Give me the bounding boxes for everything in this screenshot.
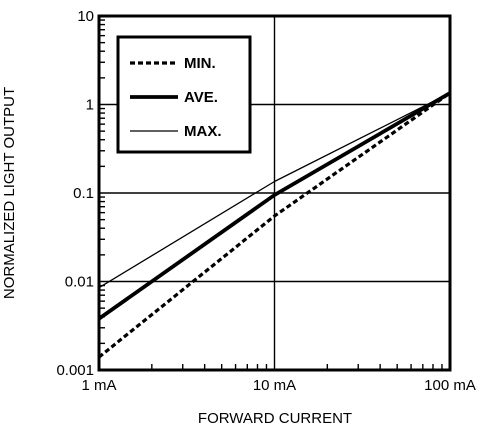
y-tick-label-3: 1 [86, 97, 94, 114]
y-tick-label-1: 0.01 [65, 274, 94, 291]
tick-labels: 1 mA 10 mA 100 mA 0.001 0.01 0.1 1 10 [56, 8, 475, 394]
series-line-max [98, 92, 451, 289]
legend-box [116, 35, 252, 154]
legend: MIN. AVE. MAX. [116, 35, 252, 154]
y-tick-label-2: 0.1 [73, 185, 94, 202]
x-tick-label-2: 100 mA [424, 377, 476, 394]
y-tick-label-4: 10 [77, 8, 94, 25]
plot-frame [97, 14, 452, 372]
legend-label-max: MAX. [184, 123, 222, 140]
x-tick-label-0: 1 mA [81, 377, 116, 394]
series-line-ave [97, 91, 451, 321]
x-tick-label-1: 10 mA [253, 377, 296, 394]
legend-label-ave: AVE. [184, 89, 218, 106]
x-axis-label: FORWARD CURRENT [198, 410, 352, 427]
series-line-min [97, 91, 451, 359]
legend-label-min: MIN. [184, 55, 216, 72]
y-tick-label-0: 0.001 [56, 362, 94, 379]
series-lines [97, 91, 451, 359]
y-axis-label: NORMALIZED LIGHT OUTPUT [1, 87, 18, 299]
